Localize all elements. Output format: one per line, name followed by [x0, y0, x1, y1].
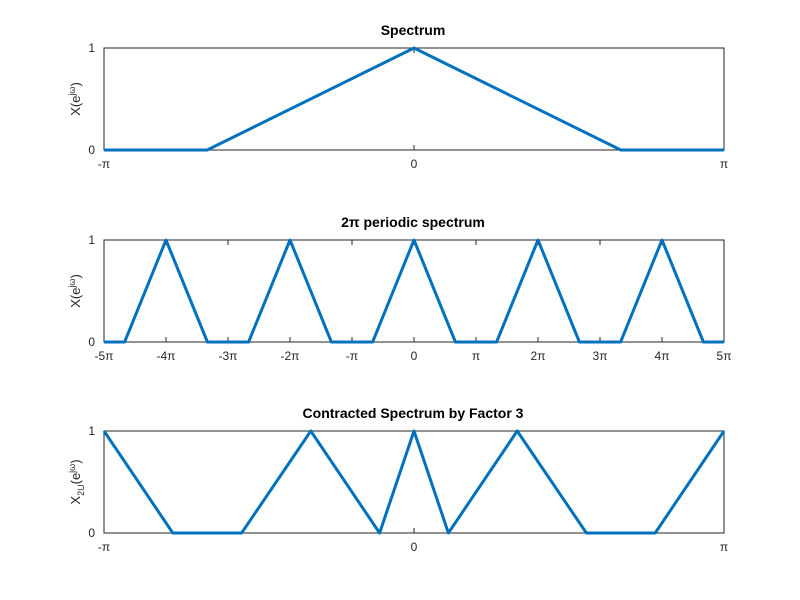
- x-tick-label: 5π: [717, 349, 732, 363]
- y-axis-label: X(ejω): [67, 274, 83, 308]
- panel-spectrum: Spectrum X(ejω) -π 0 π01: [67, 22, 728, 171]
- chart-title: Spectrum: [381, 22, 446, 38]
- x-tick-label: π: [720, 157, 728, 171]
- y-axis-label: X(ejω): [67, 82, 83, 116]
- plot-area: -π 0 π01: [88, 41, 728, 171]
- plot-area: -π 0 π01: [88, 424, 728, 554]
- series-line: [104, 46, 724, 152]
- svg-text:X(ejω): X(ejω): [67, 274, 83, 308]
- x-tick-label: 0: [411, 540, 418, 554]
- x-tick-label: 2π: [531, 349, 546, 363]
- plot-area: -5π -4π -3π -2π -π 0 π 2π 3π 4π 5π 0 1: [88, 233, 731, 363]
- y-tick-label: 0: [88, 143, 95, 157]
- x-tick-label: 0: [411, 349, 418, 363]
- x-tick-label: -π: [346, 349, 358, 363]
- series-line: [104, 238, 724, 344]
- x-tick-label: 0: [411, 157, 418, 171]
- x-tick-label: 4π: [655, 349, 670, 363]
- x-tick-label: -2π: [281, 349, 300, 363]
- x-tick-label: π: [720, 540, 728, 554]
- x-tick-label: -π: [98, 540, 110, 554]
- y-tick-label: 1: [88, 424, 95, 438]
- y-tick-label: 0: [88, 526, 95, 540]
- chart-title: Contracted Spectrum by Factor 3: [303, 405, 524, 421]
- x-tick-label: π: [472, 349, 480, 363]
- x-tick-label: -3π: [219, 349, 238, 363]
- y-tick-label: 1: [88, 233, 95, 247]
- chart-title: 2π periodic spectrum: [341, 214, 485, 230]
- y-tick-label: 0: [88, 335, 95, 349]
- x-tick-label: -π: [98, 157, 110, 171]
- axes-box: [103, 47, 725, 151]
- axes-box: [103, 430, 725, 534]
- x-tick-label: 3π: [593, 349, 608, 363]
- y-tick-label: 1: [88, 41, 95, 55]
- svg-text:X(ejω): X(ejω): [67, 82, 83, 116]
- y-axis-label: X2U(ejω): [67, 459, 86, 504]
- panel-contracted-spectrum: Contracted Spectrum by Factor 3 X2U(ejω)…: [67, 405, 728, 554]
- series-line: [102, 429, 726, 535]
- x-tick-label: -4π: [157, 349, 176, 363]
- axes-box: [103, 239, 725, 343]
- panel-periodic-spectrum: 2π periodic spectrum X(ejω) -5π -4π -3π -2π…: [67, 214, 731, 363]
- x-tick-label: -5π: [95, 349, 114, 363]
- svg-text:X2U(ejω): X2U(ejω): [67, 459, 86, 504]
